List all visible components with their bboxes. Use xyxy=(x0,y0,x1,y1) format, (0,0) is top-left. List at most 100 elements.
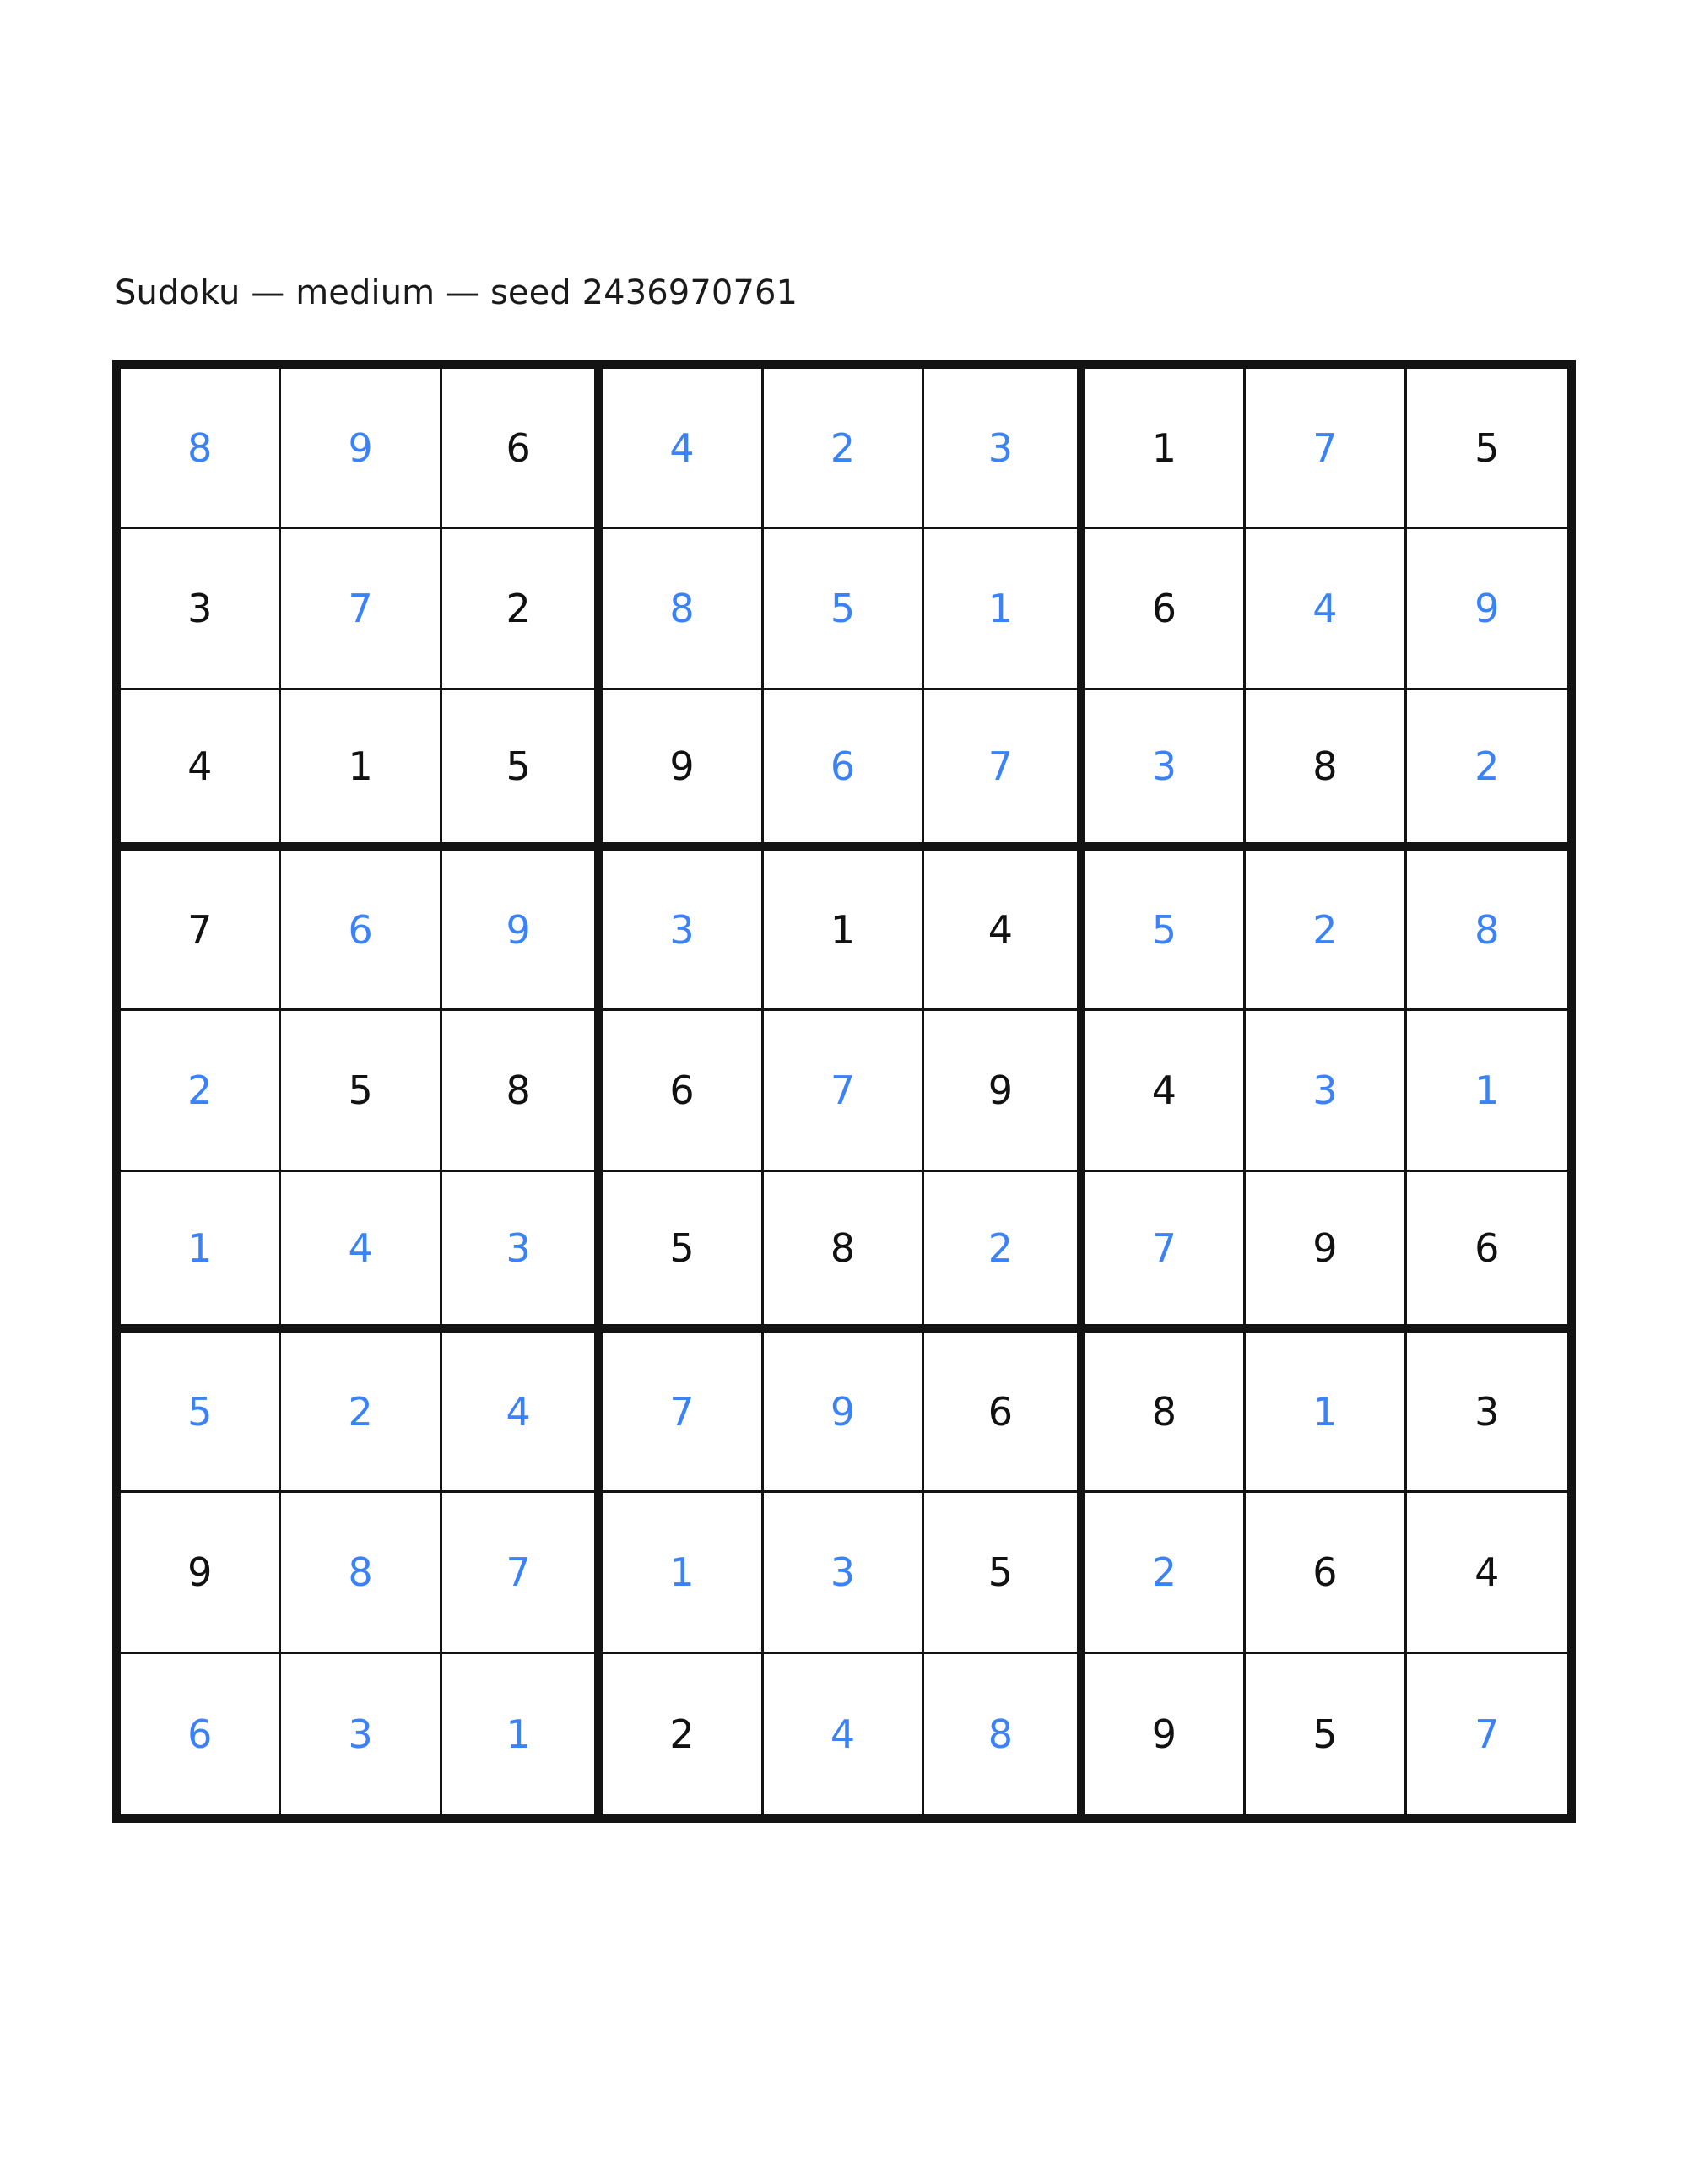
given-digit: 4 xyxy=(1474,1549,1500,1595)
sudoku-cell-r3c9[interactable]: 2 xyxy=(1406,689,1567,851)
sudoku-cell-r5c6[interactable]: 9 xyxy=(924,1011,1085,1172)
given-digit: 8 xyxy=(506,1067,531,1113)
filled-digit: 1 xyxy=(987,585,1014,631)
sudoku-cell-r1c5[interactable]: 2 xyxy=(763,369,925,530)
sudoku-cell-r3c2[interactable]: 1 xyxy=(281,689,442,851)
sudoku-cell-r3c3[interactable]: 5 xyxy=(441,689,603,851)
sudoku-cell-r1c4[interactable]: 4 xyxy=(603,369,764,530)
sudoku-cell-r3c7[interactable]: 3 xyxy=(1085,689,1247,851)
sudoku-cell-r3c6[interactable]: 7 xyxy=(924,689,1085,851)
sudoku-cell-r8c4[interactable]: 1 xyxy=(603,1493,764,1654)
sudoku-cell-r8c5[interactable]: 3 xyxy=(763,1493,925,1654)
sudoku-cell-r9c7[interactable]: 9 xyxy=(1085,1653,1247,1814)
sudoku-cell-r6c2[interactable]: 4 xyxy=(281,1171,442,1333)
filled-digit: 1 xyxy=(506,1711,531,1757)
given-digit: 4 xyxy=(987,906,1014,953)
filled-digit: 8 xyxy=(187,424,213,471)
sudoku-cell-r9c8[interactable]: 5 xyxy=(1246,1653,1407,1814)
sudoku-cell-r3c4[interactable]: 9 xyxy=(603,689,764,851)
sudoku-cell-r5c9[interactable]: 1 xyxy=(1406,1011,1567,1172)
sudoku-cell-r2c6[interactable]: 1 xyxy=(924,529,1085,690)
sudoku-cell-r4c2[interactable]: 6 xyxy=(281,850,442,1012)
sudoku-cell-r5c7[interactable]: 4 xyxy=(1085,1011,1247,1172)
sudoku-cell-r7c2[interactable]: 2 xyxy=(281,1332,442,1494)
sudoku-cell-r9c3[interactable]: 1 xyxy=(441,1653,603,1814)
sudoku-cell-r7c4[interactable]: 7 xyxy=(603,1332,764,1494)
filled-digit: 9 xyxy=(830,1388,856,1435)
sudoku-cell-r8c9[interactable]: 4 xyxy=(1406,1493,1567,1654)
sudoku-cell-r5c5[interactable]: 7 xyxy=(763,1011,925,1172)
sudoku-cell-r4c6[interactable]: 4 xyxy=(924,850,1085,1012)
sudoku-cell-r9c9[interactable]: 7 xyxy=(1406,1653,1567,1814)
sudoku-cell-r1c9[interactable]: 5 xyxy=(1406,369,1567,530)
sudoku-cell-r1c6[interactable]: 3 xyxy=(924,369,1085,530)
sudoku-cell-r6c9[interactable]: 6 xyxy=(1406,1171,1567,1333)
sudoku-cell-r8c7[interactable]: 2 xyxy=(1085,1493,1247,1654)
sudoku-cell-r1c2[interactable]: 9 xyxy=(281,369,442,530)
filled-digit: 1 xyxy=(187,1224,213,1271)
given-digit: 8 xyxy=(830,1224,856,1271)
sudoku-cell-r3c1[interactable]: 4 xyxy=(121,689,282,851)
sudoku-cell-r7c1[interactable]: 5 xyxy=(121,1332,282,1494)
filled-digit: 7 xyxy=(987,743,1014,789)
sudoku-cell-r2c8[interactable]: 4 xyxy=(1246,529,1407,690)
sudoku-cell-r9c6[interactable]: 8 xyxy=(924,1653,1085,1814)
sudoku-cell-r6c1[interactable]: 1 xyxy=(121,1171,282,1333)
sudoku-cell-r6c6[interactable]: 2 xyxy=(924,1171,1085,1333)
filled-digit: 3 xyxy=(348,1711,373,1757)
sudoku-cell-r2c1[interactable]: 3 xyxy=(121,529,282,690)
sudoku-cell-r5c8[interactable]: 3 xyxy=(1246,1011,1407,1172)
sudoku-cell-r4c8[interactable]: 2 xyxy=(1246,850,1407,1012)
sudoku-cell-r7c9[interactable]: 3 xyxy=(1406,1332,1567,1494)
sudoku-cell-r6c8[interactable]: 9 xyxy=(1246,1171,1407,1333)
sudoku-cell-r4c3[interactable]: 9 xyxy=(441,850,603,1012)
given-digit: 6 xyxy=(1474,1224,1500,1271)
given-digit: 9 xyxy=(669,743,695,789)
sudoku-cell-r6c5[interactable]: 8 xyxy=(763,1171,925,1333)
sudoku-cell-r4c9[interactable]: 8 xyxy=(1406,850,1567,1012)
sudoku-cell-r5c4[interactable]: 6 xyxy=(603,1011,764,1172)
sudoku-cell-r9c1[interactable]: 6 xyxy=(121,1653,282,1814)
sudoku-cell-r9c5[interactable]: 4 xyxy=(763,1653,925,1814)
given-digit: 1 xyxy=(830,906,856,953)
sudoku-cell-r5c1[interactable]: 2 xyxy=(121,1011,282,1172)
sudoku-cell-r1c1[interactable]: 8 xyxy=(121,369,282,530)
sudoku-grid[interactable]: 8 9 6 4 2 3 1 7 5 3 7 2 8 5 1 6 4 9 4 1 5 9 6 7 3 8 2 7 6 9 3 1 4 5 2 8 2 5 8 6… xyxy=(112,360,1576,1823)
sudoku-cell-r3c8[interactable]: 8 xyxy=(1246,689,1407,851)
sudoku-cell-r7c8[interactable]: 1 xyxy=(1246,1332,1407,1494)
sudoku-cell-r5c2[interactable]: 5 xyxy=(281,1011,442,1172)
sudoku-cell-r4c5[interactable]: 1 xyxy=(763,850,925,1012)
filled-digit: 2 xyxy=(830,424,856,471)
sudoku-cell-r1c8[interactable]: 7 xyxy=(1246,369,1407,530)
sudoku-cell-r7c6[interactable]: 6 xyxy=(924,1332,1085,1494)
sudoku-cell-r4c1[interactable]: 7 xyxy=(121,850,282,1012)
filled-digit: 7 xyxy=(669,1388,695,1435)
sudoku-cell-r2c3[interactable]: 2 xyxy=(441,529,603,690)
sudoku-cell-r6c4[interactable]: 5 xyxy=(603,1171,764,1333)
sudoku-cell-r2c4[interactable]: 8 xyxy=(603,529,764,690)
sudoku-cell-r8c2[interactable]: 8 xyxy=(281,1493,442,1654)
sudoku-cell-r7c5[interactable]: 9 xyxy=(763,1332,925,1494)
sudoku-cell-r2c9[interactable]: 9 xyxy=(1406,529,1567,690)
sudoku-cell-r7c7[interactable]: 8 xyxy=(1085,1332,1247,1494)
sudoku-cell-r5c3[interactable]: 8 xyxy=(441,1011,603,1172)
sudoku-cell-r2c7[interactable]: 6 xyxy=(1085,529,1247,690)
sudoku-cell-r1c3[interactable]: 6 xyxy=(441,369,603,530)
filled-digit: 2 xyxy=(348,1388,373,1435)
sudoku-cell-r9c4[interactable]: 2 xyxy=(603,1653,764,1814)
sudoku-cell-r7c3[interactable]: 4 xyxy=(441,1332,603,1494)
sudoku-cell-r4c4[interactable]: 3 xyxy=(603,850,764,1012)
sudoku-cell-r8c3[interactable]: 7 xyxy=(441,1493,603,1654)
sudoku-cell-r1c7[interactable]: 1 xyxy=(1085,369,1247,530)
sudoku-cell-r9c2[interactable]: 3 xyxy=(281,1653,442,1814)
sudoku-cell-r6c7[interactable]: 7 xyxy=(1085,1171,1247,1333)
sudoku-cell-r8c1[interactable]: 9 xyxy=(121,1493,282,1654)
sudoku-cell-r2c2[interactable]: 7 xyxy=(281,529,442,690)
sudoku-cell-r8c6[interactable]: 5 xyxy=(924,1493,1085,1654)
sudoku-cell-r4c7[interactable]: 5 xyxy=(1085,850,1247,1012)
sudoku-cell-r8c8[interactable]: 6 xyxy=(1246,1493,1407,1654)
filled-digit: 1 xyxy=(669,1549,695,1595)
sudoku-cell-r2c5[interactable]: 5 xyxy=(763,529,925,690)
sudoku-cell-r3c5[interactable]: 6 xyxy=(763,689,925,851)
sudoku-cell-r6c3[interactable]: 3 xyxy=(441,1171,603,1333)
